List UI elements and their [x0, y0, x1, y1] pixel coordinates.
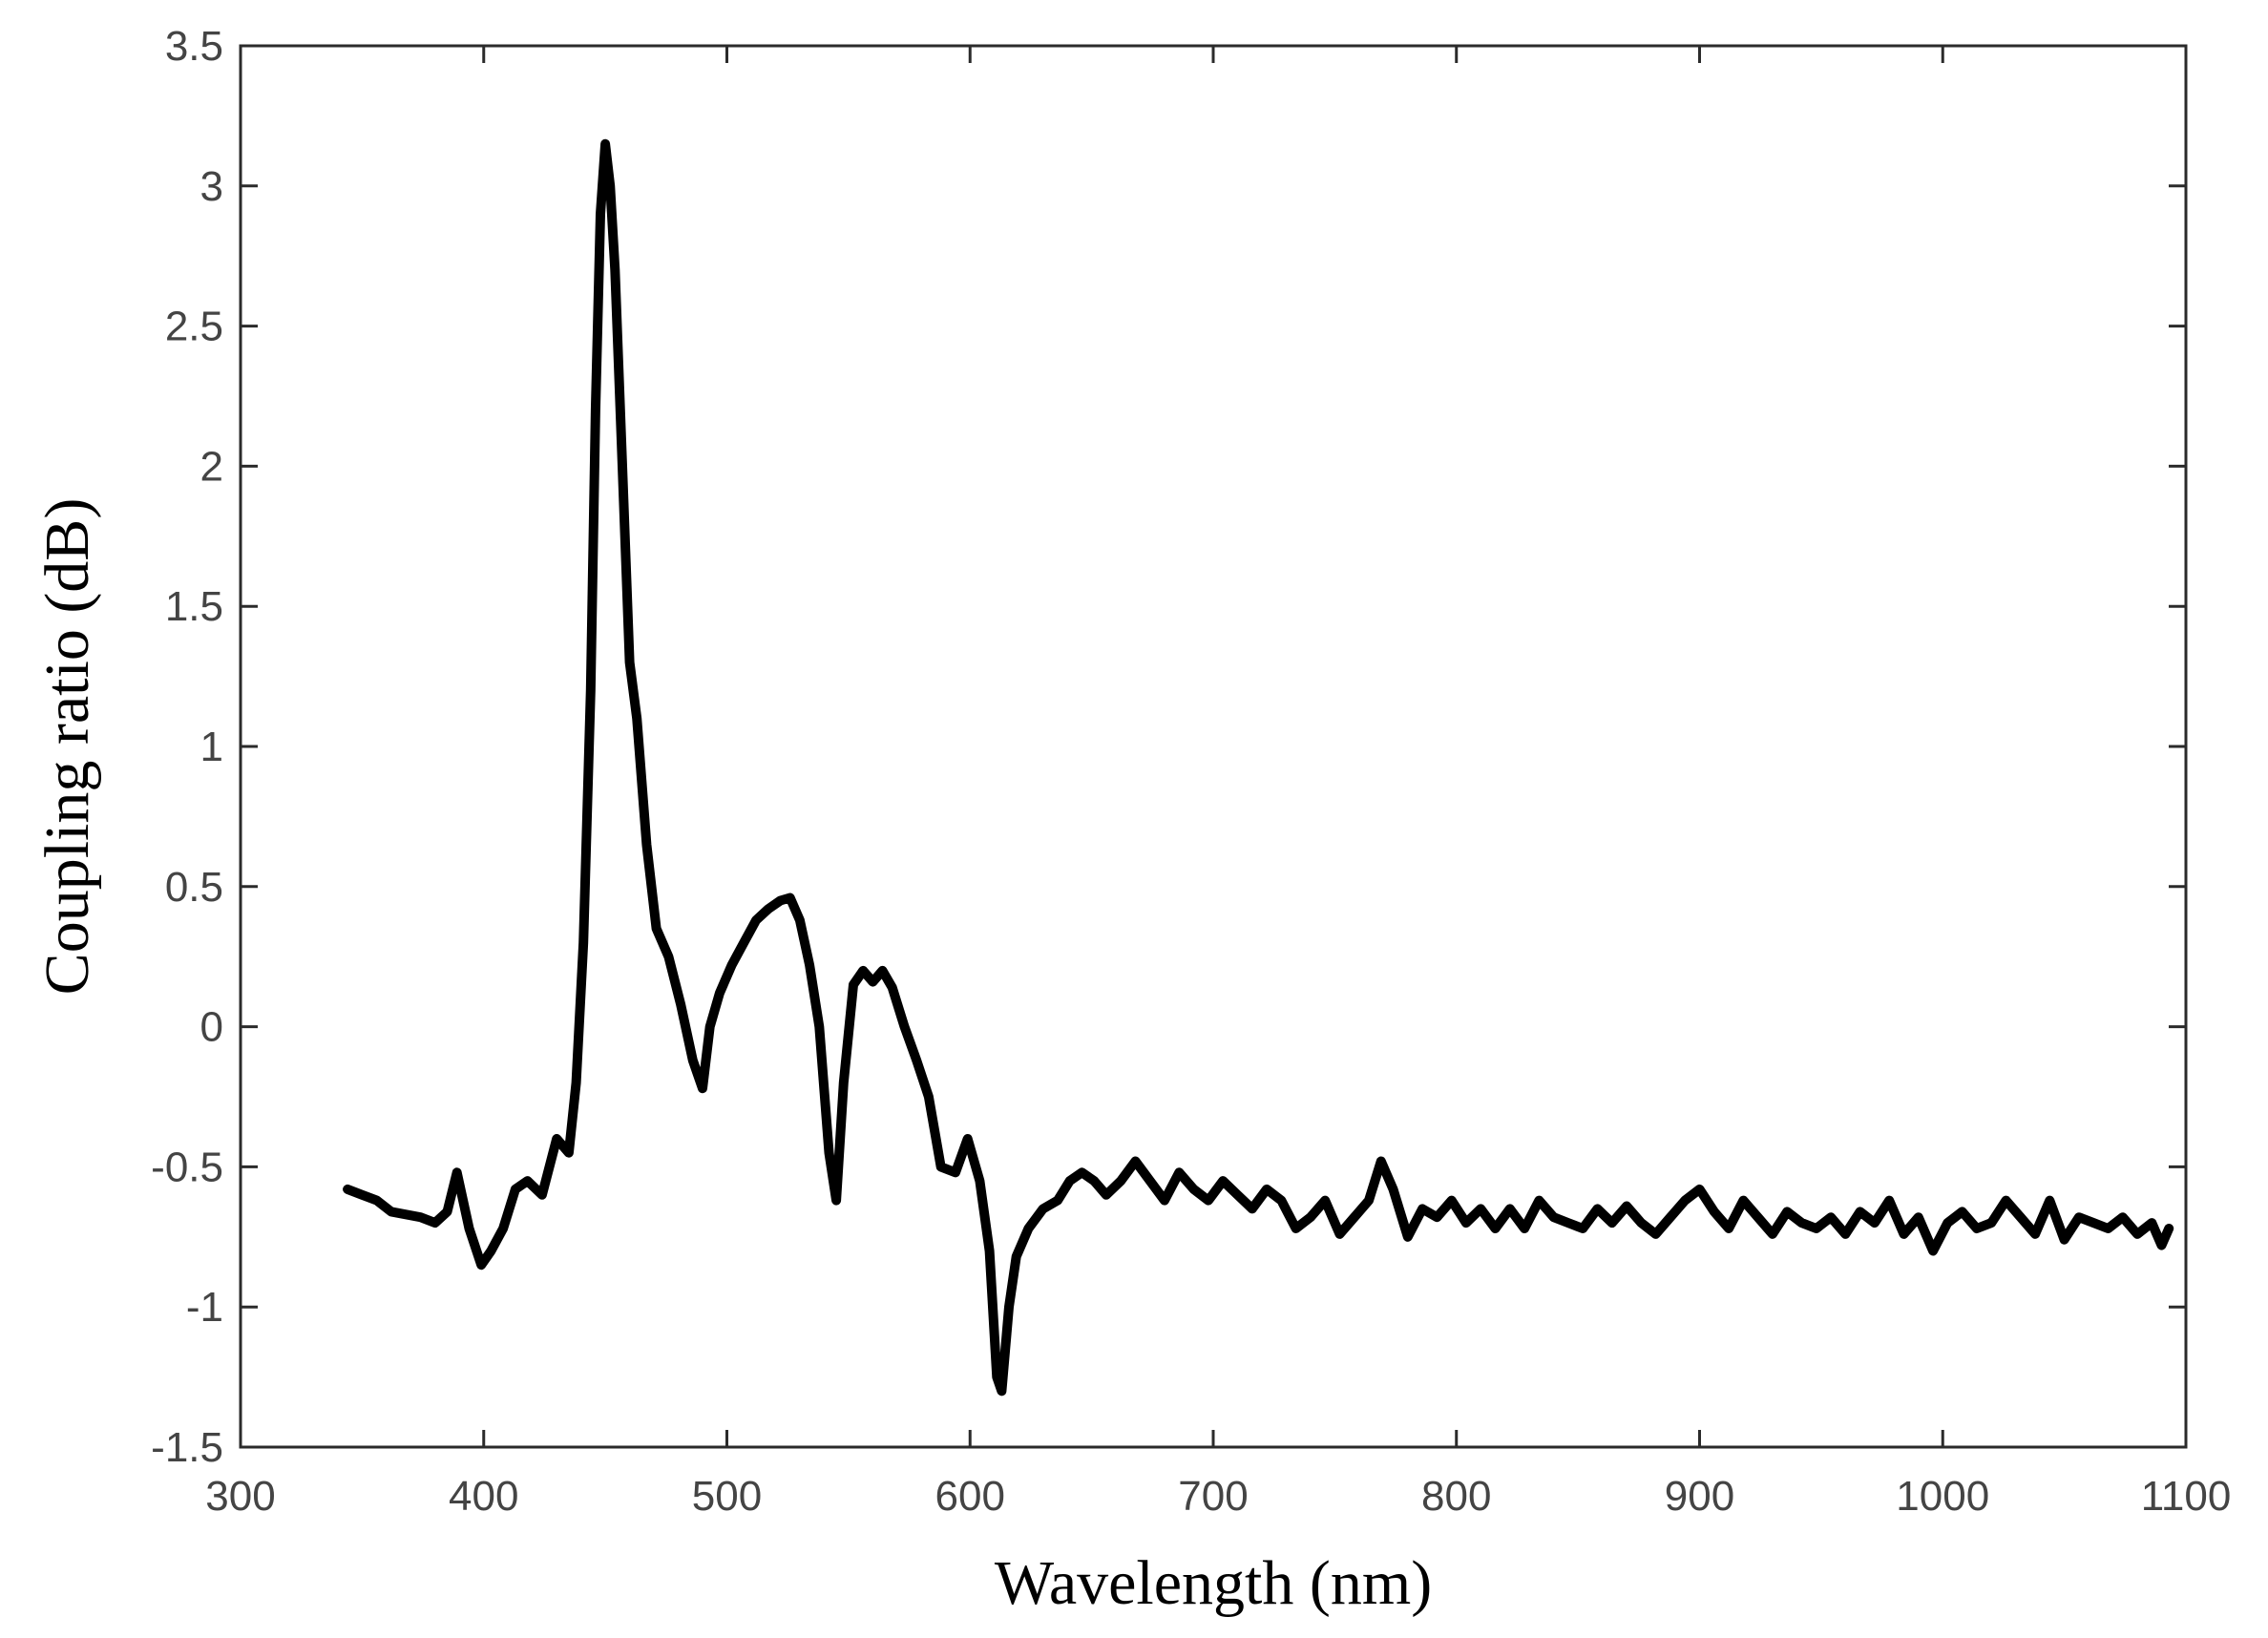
- y-tick-label: -0.5: [151, 1144, 223, 1190]
- x-tick-label: 800: [1421, 1473, 1491, 1520]
- series-line: [343, 138, 2174, 1396]
- x-tick-label: 500: [692, 1473, 762, 1520]
- x-tick-label: 900: [1665, 1473, 1734, 1520]
- y-tick-label: 0.5: [165, 864, 223, 911]
- y-tick-label: 1: [200, 724, 223, 770]
- y-tick-label: 0: [200, 1004, 223, 1051]
- y-tick-label: 3.5: [165, 23, 223, 70]
- x-tick-label: 1100: [2141, 1473, 2232, 1520]
- x-axis-title: Wavelength (nm): [995, 1548, 1432, 1618]
- y-tick-labels: -1.5 -1 -0.5 0 0.5 1 1.5 2 2.5 3 3.5: [151, 23, 223, 1471]
- x-tick-label: 700: [1178, 1473, 1248, 1520]
- x-tick-label: 600: [935, 1473, 1005, 1520]
- y-tick-label: 2: [200, 443, 223, 490]
- y-tick-label: -1.5: [151, 1424, 223, 1471]
- x-tick-label: 300: [205, 1473, 275, 1520]
- x-tick-label: 1000: [1896, 1473, 1989, 1520]
- x-tick-label: 400: [449, 1473, 518, 1520]
- plot-background: [241, 46, 2186, 1447]
- y-tick-label: 1.5: [165, 583, 223, 630]
- x-tick-labels: 300 400 500 600 700 800 900 1000 1100: [205, 1473, 2231, 1520]
- y-tick-label: -1: [186, 1284, 223, 1331]
- y-tick-label: 2.5: [165, 304, 223, 350]
- plot-frame: [239, 44, 2188, 1449]
- y-tick-label: 3: [200, 163, 223, 210]
- y-axis-title: Coupling ratio (dB): [32, 498, 102, 996]
